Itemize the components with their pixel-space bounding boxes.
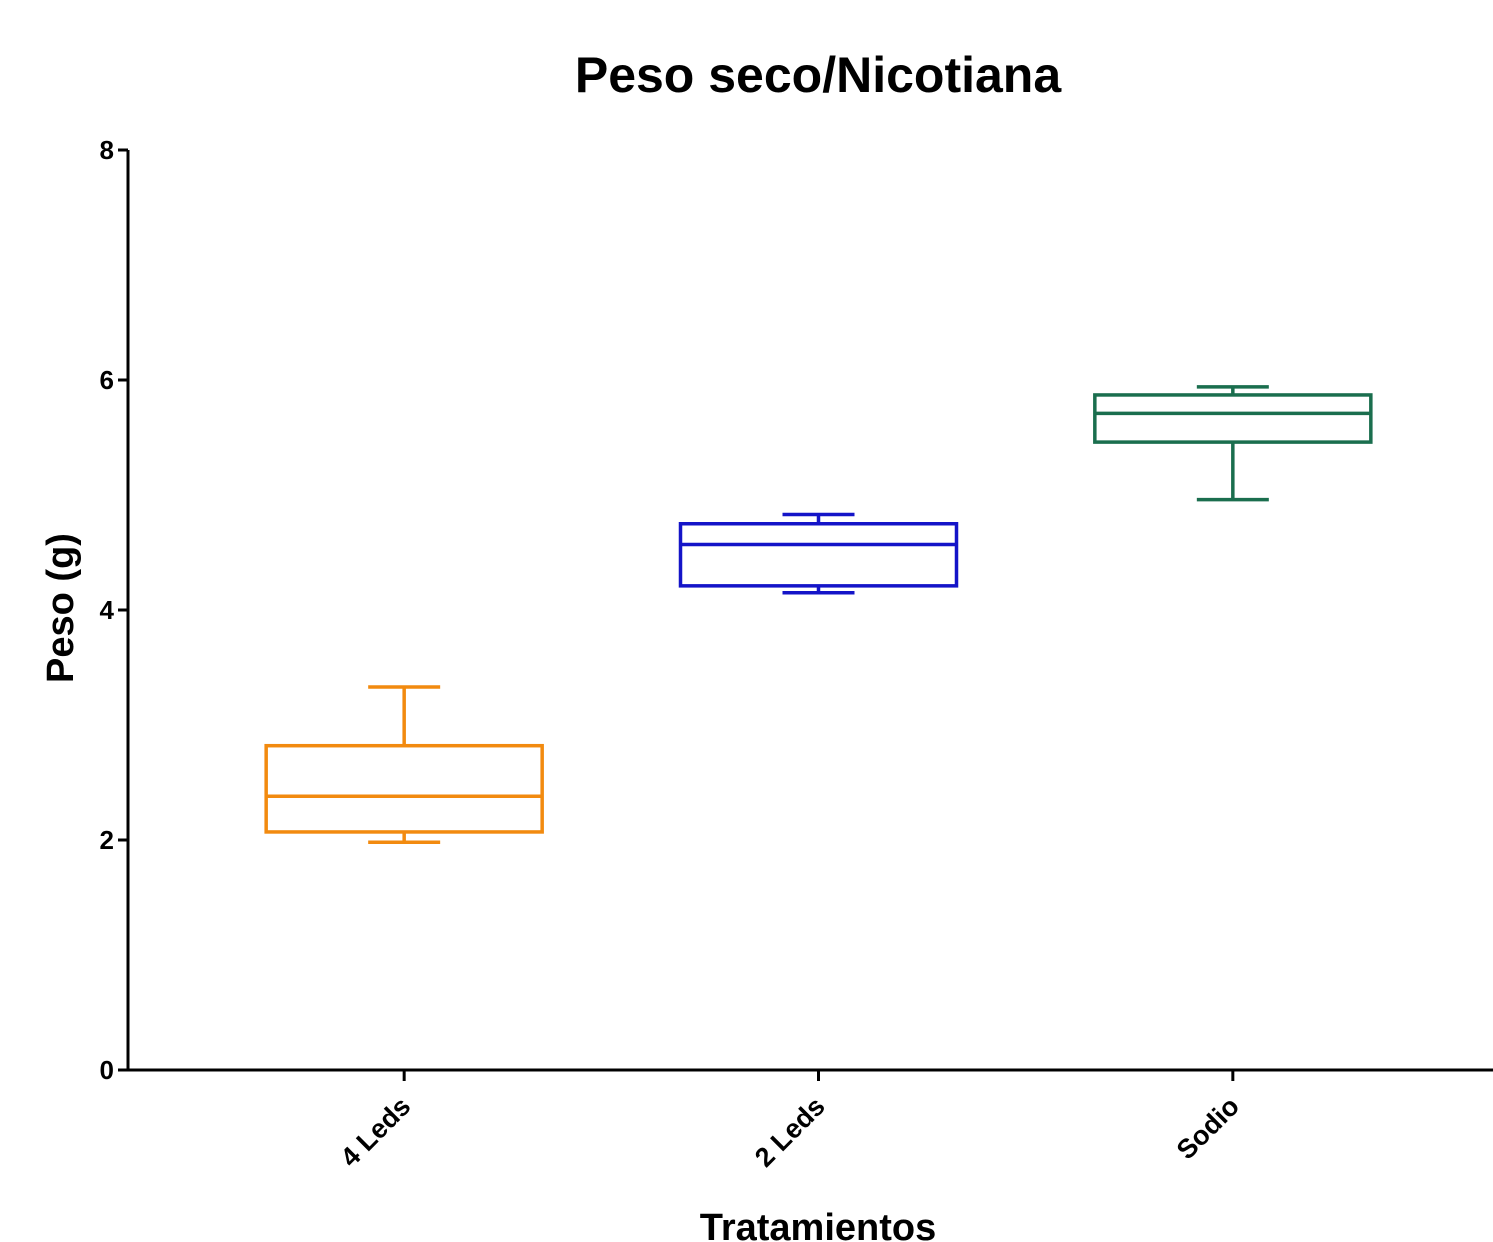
- x-axis-label: Tratamientos: [700, 1207, 937, 1242]
- y-axis-label: Peso (g): [40, 533, 82, 683]
- y-tick-label: 6: [100, 365, 114, 395]
- x-tick-label: 4 Leds: [335, 1091, 417, 1173]
- y-axis: 0 2 4 6 8: [100, 135, 130, 1085]
- y-tick-label: 0: [100, 1055, 114, 1085]
- iqr-box: [678, 522, 959, 588]
- y-tick-label: 2: [100, 825, 114, 855]
- box-2-leds: [678, 512, 959, 595]
- box-plots: [264, 385, 1373, 845]
- x-axis: 4 Leds 2 Leds Sodio: [127, 1068, 1493, 1173]
- iqr-box: [1093, 393, 1373, 444]
- box-sodio: [1093, 385, 1373, 502]
- y-tick-label: 8: [100, 135, 114, 165]
- y-tick-label: 4: [100, 595, 115, 625]
- box-4-leds: [264, 685, 544, 845]
- iqr-box: [264, 743, 544, 834]
- x-tick-label: Sodio: [1171, 1091, 1245, 1165]
- chart-title: Peso seco/Nicotiana: [575, 47, 1062, 103]
- x-tick-label: 2 Leds: [749, 1091, 831, 1173]
